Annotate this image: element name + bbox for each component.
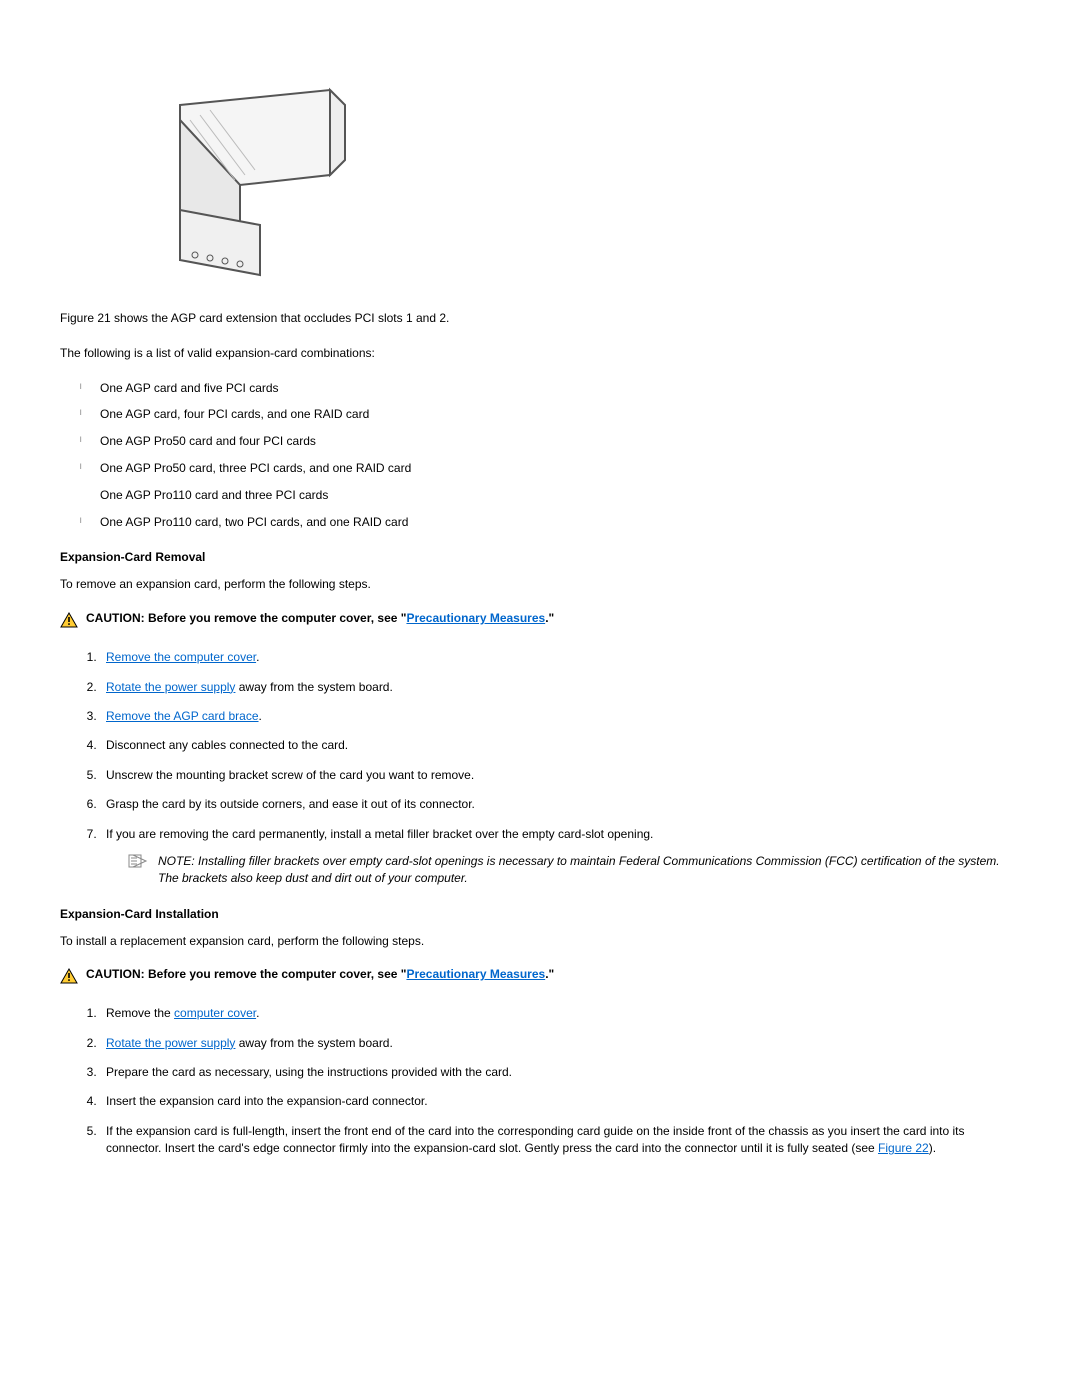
step: Insert the expansion card into the expan… (100, 1093, 1020, 1110)
caution-suffix: ." (545, 967, 554, 981)
combinations-list: One AGP card and five PCI cards One AGP … (60, 380, 1020, 531)
figure-21-image (120, 60, 370, 290)
removal-steps: Remove the computer cover. Rotate the po… (60, 649, 1020, 886)
removal-intro: To remove an expansion card, perform the… (60, 576, 1020, 593)
precautionary-measures-link[interactable]: Precautionary Measures (406, 967, 545, 981)
removal-heading: Expansion-Card Removal (60, 550, 1020, 564)
install-steps: Remove the computer cover. Rotate the po… (60, 1005, 1020, 1157)
list-item: One AGP card and five PCI cards (90, 380, 1020, 397)
list-intro: The following is a list of valid expansi… (60, 345, 1020, 362)
step: Rotate the power supply away from the sy… (100, 1035, 1020, 1052)
list-item: One AGP Pro110 card and three PCI cards (90, 487, 1020, 504)
step-suffix: . (256, 650, 259, 664)
step: Grasp the card by its outside corners, a… (100, 796, 1020, 813)
step-suffix: . (256, 1006, 259, 1020)
step: If the expansion card is full-length, in… (100, 1123, 1020, 1158)
precautionary-measures-link[interactable]: Precautionary Measures (406, 611, 545, 625)
caution-text: CAUTION: Before you remove the computer … (86, 967, 554, 981)
note-icon (128, 854, 148, 873)
document-page: Figure 21 shows the AGP card extension t… (0, 0, 1080, 1218)
step: Rotate the power supply away from the sy… (100, 679, 1020, 696)
list-item: One AGP card, four PCI cards, and one RA… (90, 406, 1020, 423)
step-prefix: Remove the (106, 1006, 174, 1020)
rotate-psu-link[interactable]: Rotate the power supply (106, 680, 235, 694)
caution-icon (60, 612, 78, 631)
list-item: One AGP Pro50 card, three PCI cards, and… (90, 460, 1020, 477)
step-text: If you are removing the card permanently… (106, 827, 653, 841)
list-item: One AGP Pro110 card, two PCI cards, and … (90, 514, 1020, 531)
step-text: If the expansion card is full-length, in… (106, 1124, 965, 1155)
remove-cover-link[interactable]: Remove the computer cover (106, 650, 256, 664)
caution-prefix: CAUTION: Before you remove the computer … (86, 967, 406, 981)
step: Disconnect any cables connected to the c… (100, 737, 1020, 754)
note-text: NOTE: Installing filler brackets over em… (158, 853, 1020, 887)
step: Remove the AGP card brace. (100, 708, 1020, 725)
step: If you are removing the card permanently… (100, 826, 1020, 887)
figure-caption: Figure 21 shows the AGP card extension t… (60, 310, 1020, 327)
step: Prepare the card as necessary, using the… (100, 1064, 1020, 1081)
step-suffix: ). (929, 1141, 936, 1155)
caution-prefix: CAUTION: Before you remove the computer … (86, 611, 406, 625)
remove-agp-brace-link[interactable]: Remove the AGP card brace (106, 709, 259, 723)
figure-22-link[interactable]: Figure 22 (878, 1141, 929, 1155)
install-intro: To install a replacement expansion card,… (60, 933, 1020, 950)
rotate-psu-link[interactable]: Rotate the power supply (106, 1036, 235, 1050)
note: NOTE: Installing filler brackets over em… (128, 853, 1020, 887)
install-heading: Expansion-Card Installation (60, 907, 1020, 921)
computer-cover-link[interactable]: computer cover (174, 1006, 256, 1020)
step: Unscrew the mounting bracket screw of th… (100, 767, 1020, 784)
caution-install: CAUTION: Before you remove the computer … (60, 967, 1020, 987)
step-suffix: away from the system board. (235, 680, 392, 694)
step-suffix: . (259, 709, 262, 723)
caution-icon (60, 968, 78, 987)
list-item: One AGP Pro50 card and four PCI cards (90, 433, 1020, 450)
caution-suffix: ." (545, 611, 554, 625)
step-suffix: away from the system board. (235, 1036, 392, 1050)
step: Remove the computer cover. (100, 649, 1020, 666)
caution-removal: CAUTION: Before you remove the computer … (60, 611, 1020, 631)
step: Remove the computer cover. (100, 1005, 1020, 1022)
caution-text: CAUTION: Before you remove the computer … (86, 611, 554, 625)
